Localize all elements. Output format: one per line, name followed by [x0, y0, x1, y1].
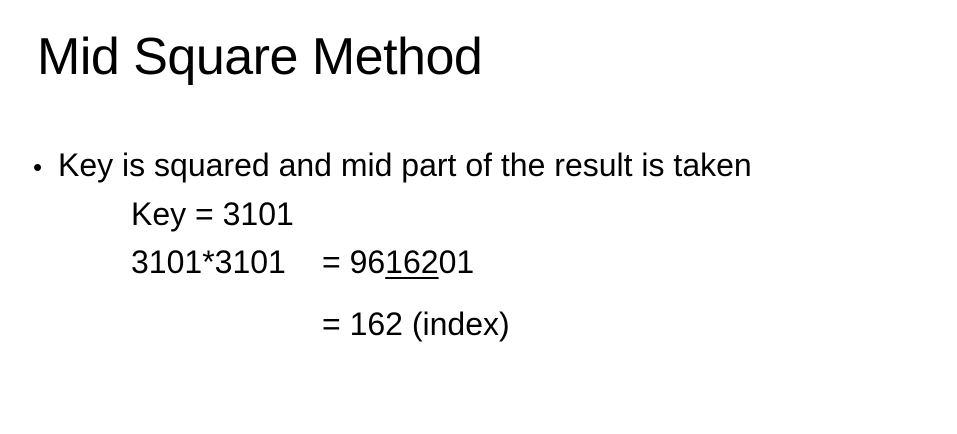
bullet-text: Key is squared and mid part of the resul…: [58, 147, 752, 183]
calculation-rhs-suffix: 01: [438, 244, 475, 280]
result-line: = 162 (index): [322, 306, 510, 342]
calculation-line: 3101*3101 = 9616201: [131, 240, 474, 284]
key-line: Key = 3101: [131, 196, 294, 232]
calculation-mid-digits: 162: [385, 244, 439, 280]
bullet-item: • Key is squared and mid part of the resu…: [33, 143, 752, 189]
calculation-rhs-prefix: = 96: [322, 244, 386, 280]
bullet-icon: •: [33, 152, 43, 182]
calculation-lhs: 3101*3101: [131, 244, 286, 280]
slide-title: Mid Square Method: [37, 28, 483, 86]
